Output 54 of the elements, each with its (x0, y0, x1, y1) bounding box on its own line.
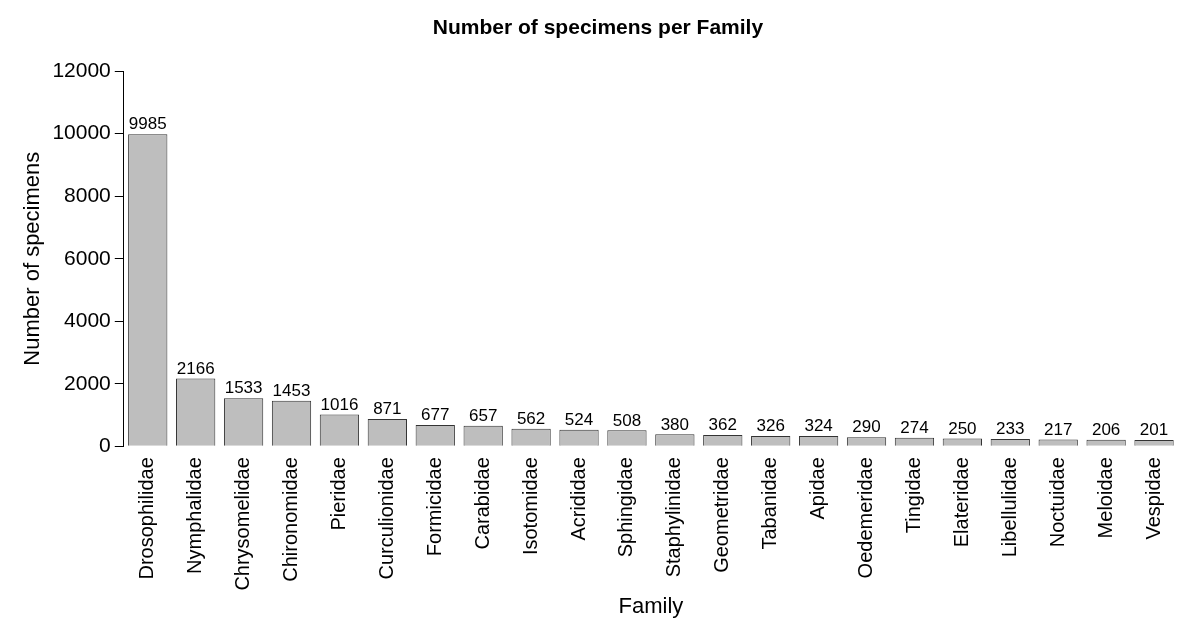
data-label: 2166 (176, 358, 215, 378)
x-tick-label: Acrididae (566, 457, 589, 541)
y-tick-label: 6000 (64, 245, 111, 269)
x-tick-label: Tingidae (901, 457, 924, 534)
data-label: 250 (948, 418, 977, 438)
x-tick-label: Libellulidae (997, 457, 1020, 558)
data-label: 1453 (272, 380, 311, 400)
data-label: 326 (756, 416, 785, 436)
y-tick-label: 10000 (52, 120, 111, 144)
x-tick-label: Nymphalidae (183, 457, 206, 574)
y-tick-label: 12000 (52, 58, 111, 81)
data-label: 1016 (320, 394, 359, 414)
x-tick-label: Chironomidae (279, 457, 302, 582)
data-label: 362 (708, 415, 737, 435)
x-tick-label: Chrysomelidae (231, 457, 254, 591)
x-tick-label: Apidae (806, 457, 829, 520)
data-label: 562 (516, 408, 546, 428)
y-tick-label: 8000 (64, 183, 111, 206)
data-label: 217 (1044, 419, 1073, 439)
x-tick-label: Carabidae (470, 457, 493, 550)
data-label: 324 (804, 416, 833, 436)
data-label: 524 (564, 410, 594, 430)
y-tick-label: 0 (99, 433, 111, 457)
data-label: 657 (469, 405, 498, 425)
x-tick-label: Staphylinidae (662, 457, 685, 578)
data-label: 233 (996, 419, 1025, 439)
x-tick-label: Noctuidae (1045, 457, 1068, 548)
x-tick-label: Drosophilidae (135, 457, 158, 580)
x-tick-label: Elateridae (949, 457, 972, 548)
data-label: 201 (1139, 420, 1169, 440)
x-tick-label: Pieridae (326, 457, 349, 531)
data-label: 380 (660, 414, 690, 434)
data-label: 1533 (224, 378, 263, 398)
data-label: 274 (900, 417, 929, 437)
x-tick-label: Tabanidae (758, 457, 781, 550)
x-tick-label: Oedemeridae (854, 457, 877, 579)
x-tick-label: Geometridae (710, 457, 733, 573)
chart-title: Number of specimens per Family (432, 15, 764, 39)
x-tick-label: Vespidae (1141, 457, 1164, 540)
x-tick-label: Sphingidae (614, 457, 637, 558)
x-axis-title: Family (618, 592, 684, 618)
y-tick-label: 4000 (64, 308, 111, 331)
data-label: 206 (1091, 419, 1121, 439)
data-label: 508 (612, 410, 642, 430)
y-tick-label: 2000 (64, 370, 111, 394)
x-tick-label: Meloidae (1093, 457, 1116, 539)
data-label: 871 (373, 399, 402, 419)
data-label: 9985 (128, 114, 167, 134)
data-label: 290 (852, 417, 881, 437)
x-tick-label: Formicidae (422, 457, 445, 557)
data-label: 677 (421, 405, 450, 425)
x-tick-label: Curculionidae (374, 457, 397, 580)
x-tick-label: Isotomidae (518, 457, 541, 556)
y-axis-title: Number of specimens (19, 151, 45, 366)
